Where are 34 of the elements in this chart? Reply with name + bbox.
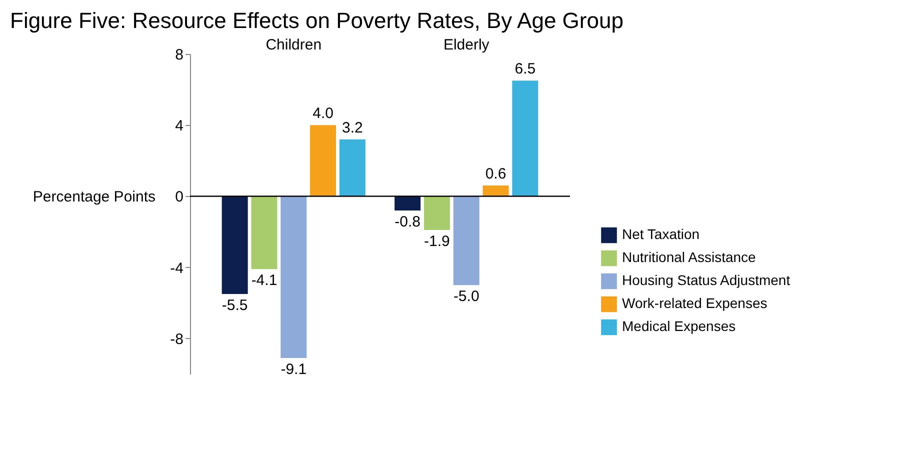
legend-label: Nutritional Assistance bbox=[622, 249, 756, 266]
data-label: -5.5 bbox=[222, 297, 248, 314]
y-tick-label: 4 bbox=[175, 118, 184, 135]
bar bbox=[424, 196, 450, 230]
x-tick-label: Children bbox=[266, 36, 322, 54]
bar bbox=[280, 196, 307, 358]
y-axis-title: Percentage Points bbox=[32, 188, 156, 206]
data-label: -4.1 bbox=[251, 272, 278, 290]
legend-label: Work-related Expenses bbox=[622, 295, 768, 312]
bar bbox=[394, 196, 421, 210]
data-label: 0.6 bbox=[485, 166, 506, 183]
bar bbox=[512, 80, 538, 196]
data-label: 6.5 bbox=[514, 60, 536, 78]
data-label: -9.1 bbox=[280, 361, 307, 378]
legend-label: Housing Status Adjustment bbox=[622, 272, 790, 288]
data-label: -5.0 bbox=[453, 288, 480, 306]
bar bbox=[251, 196, 278, 270]
data-label: 3.2 bbox=[342, 119, 363, 136]
y-tick-label: -8 bbox=[170, 330, 184, 348]
chart-title: Figure Five: Resource Effects on Poverty Rates, By Age Group bbox=[10, 8, 624, 33]
bar bbox=[339, 139, 366, 196]
bar bbox=[310, 125, 336, 196]
bar bbox=[482, 186, 509, 196]
y-tick-label: -4 bbox=[170, 260, 184, 277]
bar bbox=[222, 196, 248, 294]
data-label: -1.9 bbox=[424, 233, 450, 250]
bar bbox=[453, 196, 480, 286]
legend-label: Net Taxation bbox=[622, 226, 700, 242]
y-tick-label: 0 bbox=[175, 188, 184, 206]
y-tick-label: 8 bbox=[175, 46, 184, 64]
data-label: 4.0 bbox=[312, 105, 334, 122]
data-label: -0.8 bbox=[394, 213, 420, 230]
legend-label: Medical Expenses bbox=[622, 318, 736, 334]
x-tick-label: Elderly bbox=[443, 36, 490, 54]
